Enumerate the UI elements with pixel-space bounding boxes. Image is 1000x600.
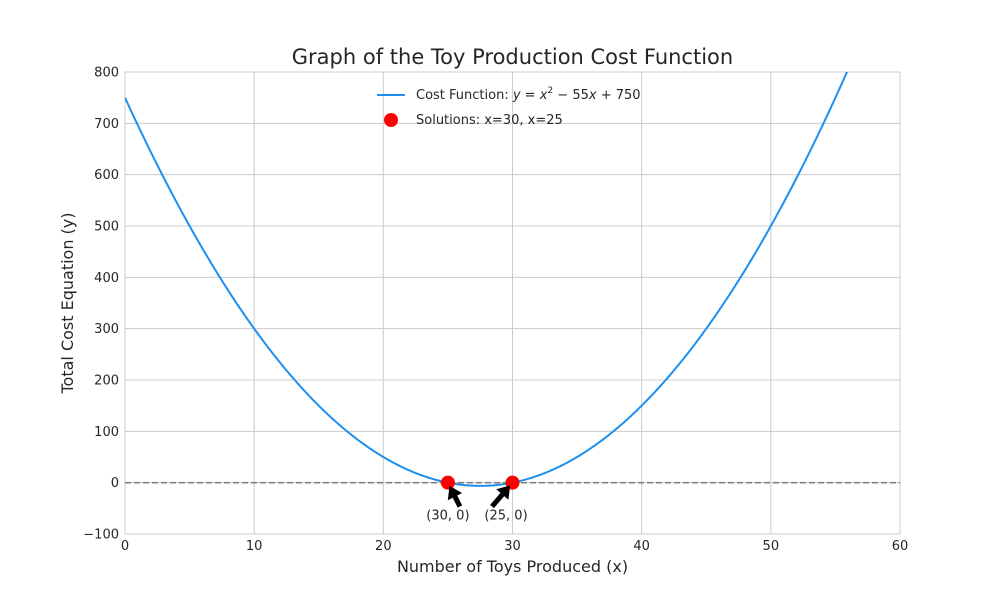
x-tick-label: 40 <box>633 539 650 554</box>
x-axis-label: Number of Toys Produced (x) <box>397 557 628 576</box>
y-tick-label: −100 <box>83 528 119 543</box>
x-tick-label: 60 <box>892 539 909 554</box>
annotations: (30, 0) (25, 0) <box>426 485 528 523</box>
x-tick-label: 10 <box>246 539 263 554</box>
y-tick-label: 500 <box>94 220 119 235</box>
y-tick-label: 100 <box>94 425 119 440</box>
x-tick-label: 20 <box>375 539 392 554</box>
y-axis-label: Total Cost Equation (y) <box>58 212 77 394</box>
grid <box>124 71 901 535</box>
annotation-arrow-shaft <box>490 490 507 509</box>
legend-marker-swatch <box>384 113 398 127</box>
legend-entry-cost-function-prefix: Cost Function: <box>416 88 513 103</box>
annotation-label: (25, 0) <box>484 508 527 523</box>
annotation-arrow-head <box>447 485 463 501</box>
plot-frame <box>124 71 901 535</box>
annotation-label: (30, 0) <box>426 508 469 523</box>
y-tick-label: 300 <box>94 322 119 337</box>
x-tick-label: 50 <box>763 539 780 554</box>
legend: Cost Function: y = x2 − 55x + 750 Soluti… <box>377 86 641 128</box>
tick-labels: 0 10 20 30 40 50 60−10001002003004005006007008… <box>83 66 908 555</box>
y-tick-label: 400 <box>94 271 119 286</box>
chart-title: Graph of the Toy Production Cost Functio… <box>292 45 733 69</box>
y-tick-label: 600 <box>94 168 119 183</box>
solution-point <box>440 475 455 490</box>
y-tick-label: 800 <box>94 66 119 81</box>
x-tick-label: 0 <box>121 539 129 554</box>
legend-entry-cost-function: Cost Function: y = x2 − 55x + 750 <box>416 86 641 103</box>
y-tick-label: 200 <box>94 374 119 389</box>
annotation-arrow-head <box>496 485 511 500</box>
x-tick-label: 30 <box>504 539 521 554</box>
y-tick-label: 0 <box>111 476 119 491</box>
legend-entry-solutions: Solutions: x=30, x=25 <box>416 113 563 128</box>
y-tick-label: 700 <box>94 117 119 132</box>
